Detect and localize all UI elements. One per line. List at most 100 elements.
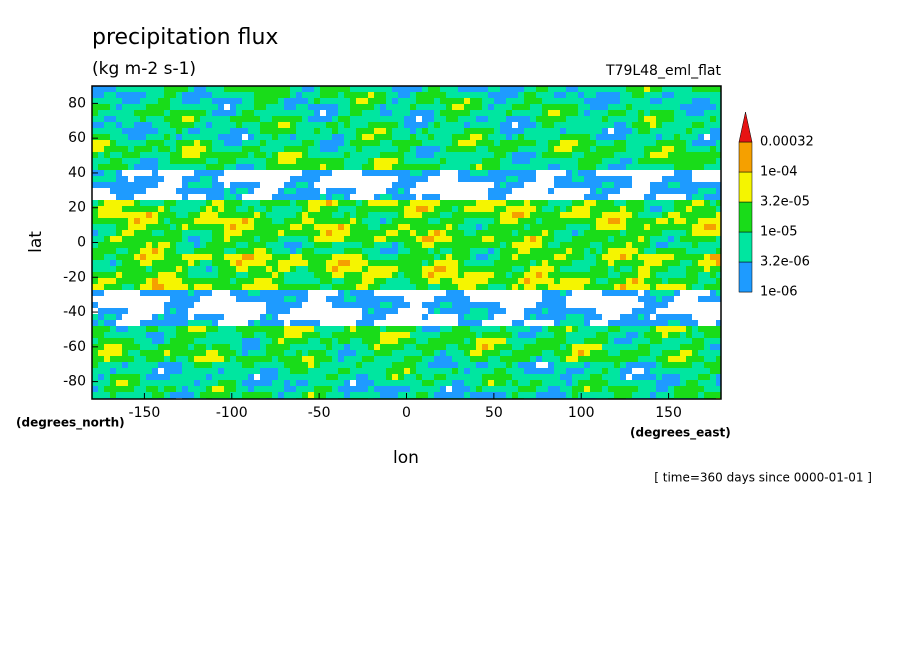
field-cell bbox=[248, 224, 254, 230]
field-cell bbox=[116, 362, 122, 368]
field-cell bbox=[356, 122, 362, 128]
field-cell bbox=[476, 134, 482, 140]
field-cell bbox=[230, 224, 236, 230]
field-cell bbox=[278, 224, 284, 230]
field-cell bbox=[362, 218, 368, 224]
field-cell bbox=[698, 164, 704, 170]
field-cell bbox=[626, 164, 632, 170]
field-cell bbox=[512, 200, 518, 206]
field-cell bbox=[404, 146, 410, 152]
field-cell bbox=[602, 344, 608, 350]
field-cell bbox=[110, 356, 116, 362]
field-cell bbox=[650, 146, 656, 152]
field-cell bbox=[644, 206, 650, 212]
field-cell bbox=[182, 98, 188, 104]
field-cell bbox=[152, 254, 158, 260]
field-cell bbox=[464, 272, 470, 278]
field-cell bbox=[686, 200, 692, 206]
field-cell bbox=[434, 350, 440, 356]
field-cell bbox=[698, 212, 704, 218]
field-cell bbox=[566, 128, 572, 134]
field-cell bbox=[284, 272, 290, 278]
field-cell bbox=[584, 236, 590, 242]
field-cell bbox=[698, 272, 704, 278]
field-cell bbox=[320, 170, 326, 176]
field-cell bbox=[260, 164, 266, 170]
field-cell bbox=[92, 110, 98, 116]
field-cell bbox=[134, 368, 140, 374]
field-cell bbox=[104, 308, 110, 314]
field-cell bbox=[662, 242, 668, 248]
field-cell bbox=[350, 272, 356, 278]
field-cell bbox=[182, 338, 188, 344]
field-cell bbox=[632, 152, 638, 158]
field-cell bbox=[134, 104, 140, 110]
field-cell bbox=[590, 248, 596, 254]
field-cell bbox=[566, 278, 572, 284]
field-cell bbox=[254, 284, 260, 290]
field-cell bbox=[122, 290, 128, 296]
field-cell bbox=[644, 236, 650, 242]
field-cell bbox=[254, 110, 260, 116]
field-cell bbox=[350, 158, 356, 164]
field-cell bbox=[350, 236, 356, 242]
field-cell bbox=[230, 92, 236, 98]
field-cell bbox=[134, 362, 140, 368]
field-cell bbox=[182, 350, 188, 356]
field-cell bbox=[320, 206, 326, 212]
field-cell bbox=[122, 122, 128, 128]
field-cell bbox=[680, 266, 686, 272]
field-cell bbox=[536, 200, 542, 206]
field-cell bbox=[254, 200, 260, 206]
field-cell bbox=[410, 296, 416, 302]
field-cell bbox=[236, 200, 242, 206]
field-cell bbox=[602, 212, 608, 218]
field-cell bbox=[158, 182, 164, 188]
field-cell bbox=[194, 248, 200, 254]
field-cell bbox=[140, 110, 146, 116]
field-cell bbox=[332, 308, 338, 314]
field-cell bbox=[320, 176, 326, 182]
field-cell bbox=[704, 308, 710, 314]
field-cell bbox=[98, 134, 104, 140]
field-cell bbox=[668, 362, 674, 368]
field-cell bbox=[278, 242, 284, 248]
field-cell bbox=[314, 290, 320, 296]
field-cell bbox=[470, 260, 476, 266]
field-cell bbox=[98, 344, 104, 350]
field-cell bbox=[356, 98, 362, 104]
field-cell bbox=[488, 296, 494, 302]
field-cell bbox=[710, 212, 716, 218]
field-cell bbox=[470, 332, 476, 338]
field-cell bbox=[386, 284, 392, 290]
field-cell bbox=[686, 176, 692, 182]
field-cell bbox=[104, 158, 110, 164]
field-cell bbox=[716, 296, 721, 302]
field-cell bbox=[554, 86, 560, 92]
field-cell bbox=[458, 188, 464, 194]
field-cell bbox=[470, 356, 476, 362]
field-cell bbox=[416, 158, 422, 164]
field-cell bbox=[704, 218, 710, 224]
field-cell bbox=[194, 182, 200, 188]
field-cell bbox=[338, 356, 344, 362]
field-cell bbox=[404, 206, 410, 212]
field-cell bbox=[170, 176, 176, 182]
field-cell bbox=[584, 212, 590, 218]
field-cell bbox=[464, 302, 470, 308]
field-cell bbox=[464, 326, 470, 332]
field-cell bbox=[566, 164, 572, 170]
field-cell bbox=[524, 332, 530, 338]
field-cell bbox=[704, 182, 710, 188]
field-cell bbox=[398, 176, 404, 182]
field-cell bbox=[140, 254, 146, 260]
field-cell bbox=[464, 116, 470, 122]
field-cell bbox=[416, 170, 422, 176]
field-cell bbox=[284, 230, 290, 236]
field-cell bbox=[434, 110, 440, 116]
field-cell bbox=[344, 362, 350, 368]
field-cell bbox=[716, 314, 721, 320]
field-cell bbox=[602, 182, 608, 188]
field-cell bbox=[428, 326, 434, 332]
field-cell bbox=[164, 302, 170, 308]
